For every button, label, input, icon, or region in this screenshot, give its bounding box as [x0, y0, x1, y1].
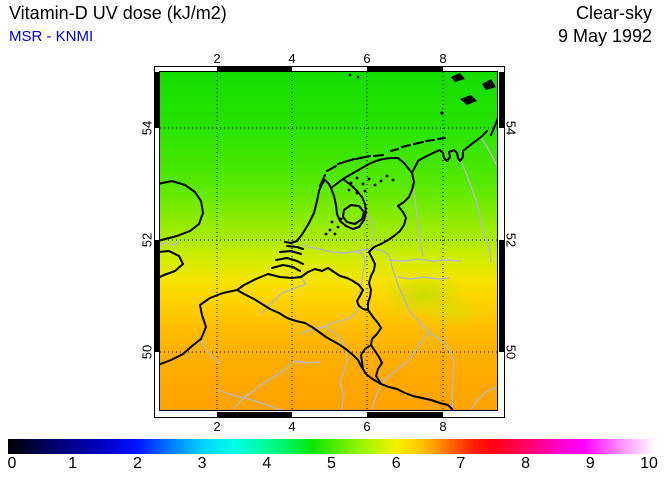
frame-zebra-segment [155, 72, 160, 128]
colorbar-tick-label: 4 [262, 455, 272, 472]
lon-tick-label-bottom: 4 [288, 419, 296, 434]
colorbar-tick-label: 3 [197, 455, 207, 472]
frame-zebra-segment [367, 67, 443, 72]
lat-tick-label-right: 54 [503, 120, 519, 136]
colorbar-tick-label: 6 [391, 455, 401, 472]
lat-tick-label-left: 52 [139, 232, 155, 248]
lon-tick-label-bottom: 2 [213, 419, 221, 434]
lat-tick-label-right: 52 [503, 232, 519, 248]
colorbar-tick-label: 7 [456, 455, 466, 472]
frame-zebra-segment [217, 412, 292, 417]
lon-tick-label-top: 4 [288, 51, 296, 66]
frame-zebra-segment [217, 67, 292, 72]
map-overlay-svg [160, 72, 497, 410]
rivers [160, 137, 497, 410]
colorbar-tick-label: 8 [521, 455, 531, 472]
colorbar-tick-label: 1 [68, 455, 78, 472]
colorbar-tick-label: 5 [327, 455, 336, 472]
lat-tick-label-left: 54 [139, 120, 155, 136]
lon-tick-label-top: 6 [363, 51, 371, 66]
colorbar-tick-label: 2 [132, 455, 142, 472]
page-title: Vitamin-D UV dose (kJ/m2) [9, 3, 227, 23]
frame-zebra-segment [499, 72, 504, 128]
date-label: 9 May 1992 [557, 26, 652, 46]
frame-zebra-segment [499, 240, 504, 352]
colorbar-tick-label: 0 [7, 455, 17, 472]
colorbar [8, 439, 655, 454]
lon-tick-label-bottom: 6 [363, 419, 371, 434]
map-canvas [159, 71, 498, 411]
lat-tick-label-right: 50 [503, 344, 519, 360]
colorbar-tick-label: 10 [640, 455, 658, 472]
lon-tick-label-bottom: 8 [439, 419, 447, 434]
frame-zebra-segment [155, 240, 160, 352]
frame-zebra-segment [367, 412, 443, 417]
sky-condition-label: Clear-sky [575, 3, 652, 23]
lat-tick-label-left: 50 [139, 344, 155, 360]
islands-and-lakes [324, 73, 496, 236]
map-frame-outline [154, 66, 505, 418]
coastlines-and-borders [160, 117, 497, 410]
colorbar-tick-label: 9 [585, 455, 595, 472]
lon-tick-label-top: 8 [439, 51, 447, 66]
data-source-label: MSR - KNMI [9, 28, 94, 45]
graticule [160, 72, 497, 410]
lon-tick-label-top: 2 [213, 51, 221, 66]
